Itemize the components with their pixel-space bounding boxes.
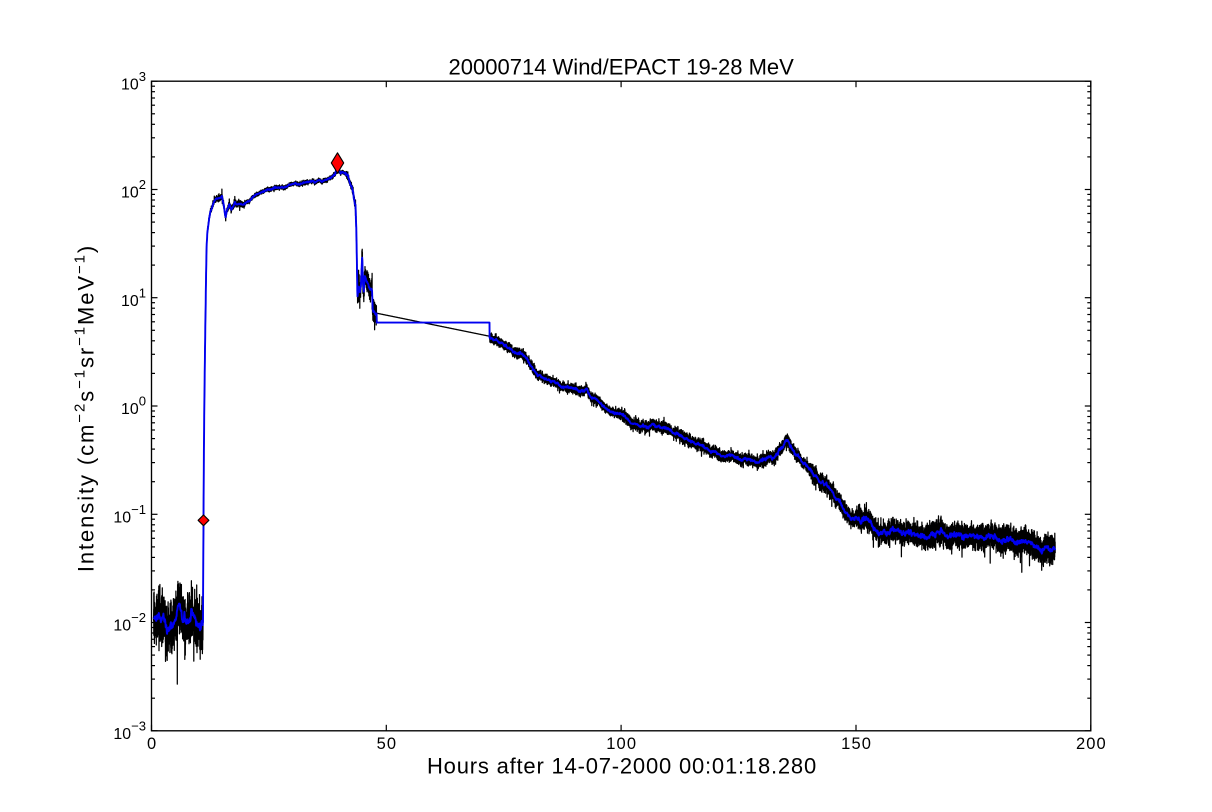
svg-text:200: 200: [1076, 735, 1107, 753]
svg-text:150: 150: [841, 735, 872, 753]
svg-text:0: 0: [147, 735, 157, 753]
svg-text:50: 50: [377, 735, 398, 753]
svg-text:20000714 Wind/EPACT 19-28 MeV: 20000714 Wind/EPACT 19-28 MeV: [449, 55, 795, 80]
svg-text:Hours after 14-07-2000 00:01:1: Hours after 14-07-2000 00:01:18.280: [427, 753, 817, 778]
svg-text:100: 100: [606, 735, 637, 753]
